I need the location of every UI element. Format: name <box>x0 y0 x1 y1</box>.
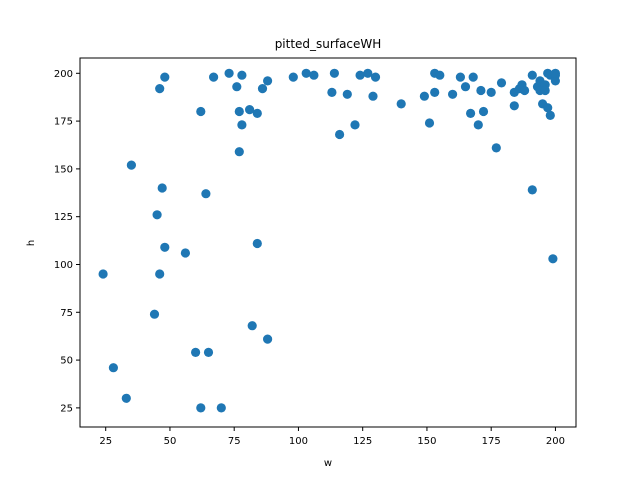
data-point <box>121 393 131 403</box>
x-tick-label: 125 <box>353 436 372 447</box>
data-point <box>196 403 206 413</box>
data-point <box>209 72 219 82</box>
data-point <box>126 160 136 170</box>
data-point <box>149 309 160 319</box>
data-point <box>476 85 486 96</box>
data-point <box>550 68 561 78</box>
x-tick-label: 75 <box>228 436 241 447</box>
data-point <box>157 183 167 193</box>
data-point <box>191 347 201 357</box>
x-axis-label: w <box>324 458 332 469</box>
data-point <box>180 248 190 258</box>
data-point <box>263 76 273 86</box>
data-point <box>370 72 381 82</box>
data-point <box>232 82 242 92</box>
data-point <box>108 363 118 373</box>
data-point <box>160 242 170 252</box>
data-point <box>363 68 373 78</box>
points-layer <box>98 68 561 413</box>
y-tick-label: 75 <box>60 308 73 319</box>
chart-title: pitted_surfaceWH <box>275 37 382 51</box>
data-point <box>216 403 226 413</box>
data-point <box>245 105 255 115</box>
y-tick-label: 175 <box>54 117 73 128</box>
x-axis-ticks: 25 50 75 100 125 150 175 200 <box>99 427 565 447</box>
y-tick-label: 200 <box>54 69 73 80</box>
data-point <box>396 99 406 109</box>
data-point <box>543 103 553 113</box>
data-point <box>424 118 435 128</box>
data-point <box>247 321 257 331</box>
y-tick-label: 25 <box>60 403 73 414</box>
data-point <box>263 334 273 344</box>
data-point <box>368 91 378 101</box>
x-tick-label: 200 <box>546 436 565 447</box>
data-point <box>527 185 537 195</box>
x-tick-label: 175 <box>482 436 501 447</box>
data-point <box>540 85 550 96</box>
data-point <box>301 68 311 78</box>
y-axis-ticks: 25 50 75 100 125 150 175 200 <box>54 69 80 414</box>
y-tick-label: 50 <box>60 356 73 367</box>
data-point <box>509 101 519 111</box>
data-point <box>252 238 262 249</box>
data-point <box>545 110 555 120</box>
data-point <box>224 68 234 78</box>
data-point <box>327 87 337 97</box>
data-point <box>160 72 170 82</box>
data-point <box>448 89 458 99</box>
data-point <box>550 76 561 86</box>
data-point <box>419 91 429 101</box>
x-tick-label: 150 <box>417 436 436 447</box>
x-tick-label: 50 <box>164 436 177 447</box>
data-point <box>478 106 489 117</box>
data-point <box>234 106 244 117</box>
data-point <box>435 70 445 80</box>
data-point <box>288 72 298 82</box>
data-point <box>201 189 211 199</box>
y-tick-label: 125 <box>54 212 73 223</box>
data-point <box>548 254 558 264</box>
data-point <box>355 70 365 80</box>
data-point <box>350 120 360 130</box>
data-point <box>98 269 108 279</box>
data-point <box>466 108 476 118</box>
data-point <box>430 87 440 97</box>
data-point <box>486 87 496 97</box>
data-point <box>152 210 162 220</box>
x-tick-label: 25 <box>99 436 112 447</box>
data-point <box>203 347 214 357</box>
data-point <box>237 120 247 130</box>
data-point <box>496 78 507 88</box>
data-point <box>252 108 262 118</box>
data-point <box>527 70 537 80</box>
data-point <box>237 70 247 80</box>
data-point <box>460 82 471 92</box>
data-point <box>455 72 465 82</box>
data-point <box>155 269 165 279</box>
y-tick-label: 100 <box>54 260 73 271</box>
y-tick-label: 150 <box>54 164 73 175</box>
data-point <box>155 84 165 94</box>
x-tick-label: 100 <box>289 436 308 447</box>
data-point <box>468 72 478 82</box>
data-point <box>196 106 206 117</box>
data-point <box>491 143 501 153</box>
data-point <box>342 89 352 99</box>
data-point <box>335 129 345 140</box>
data-point <box>234 147 244 157</box>
data-point <box>309 70 319 80</box>
data-point <box>520 85 530 96</box>
data-point <box>329 68 339 78</box>
plot-frame <box>79 57 577 428</box>
data-point <box>257 84 268 94</box>
y-axis-label: h <box>26 240 37 246</box>
data-point <box>473 120 483 130</box>
